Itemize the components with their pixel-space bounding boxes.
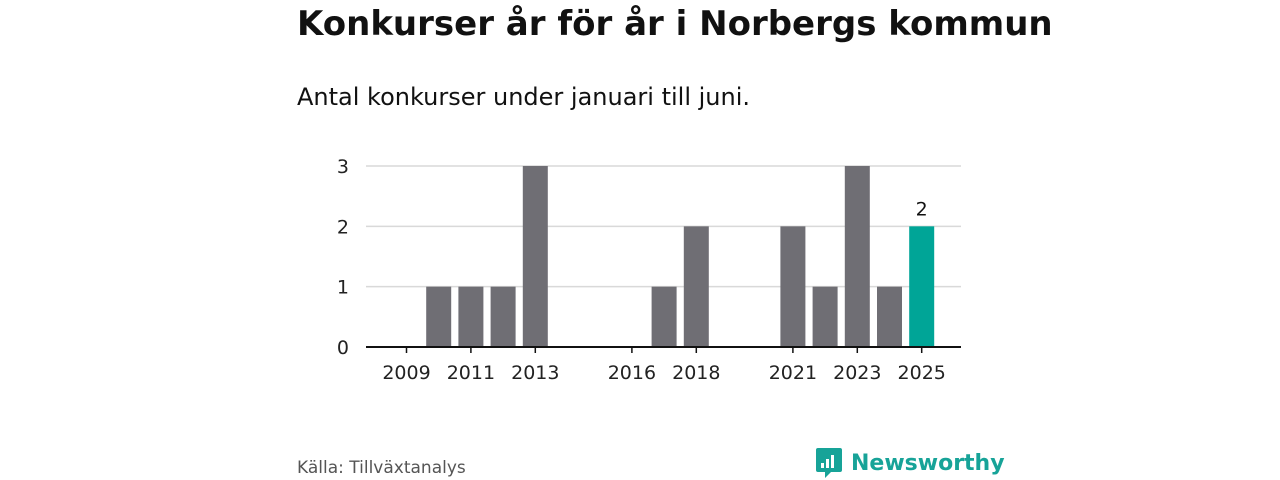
y-tick-label: 2: [337, 216, 349, 238]
y-tick-label: 0: [337, 337, 349, 359]
x-tick-label: 2016: [608, 362, 656, 384]
bar: [458, 286, 484, 347]
x-tick-label: 2009: [382, 362, 430, 384]
bar: [522, 166, 548, 347]
brand-name: Newsworthy: [851, 450, 1005, 476]
source-note: Källa: Tillväxtanalys: [297, 458, 466, 478]
bar: [490, 286, 516, 347]
bar: [909, 226, 935, 347]
bar: [426, 286, 452, 347]
x-tick-label: 2013: [511, 362, 559, 384]
brand-logo: Newsworthy: [815, 447, 1005, 479]
x-tick-label: 2018: [672, 362, 720, 384]
bar: [651, 286, 677, 347]
data-label: 2: [916, 198, 928, 220]
x-tick-label: 2025: [898, 362, 946, 384]
x-tick-label: 2023: [833, 362, 881, 384]
bar: [683, 226, 709, 347]
newsworthy-logo-icon: [816, 448, 842, 478]
bar: [780, 226, 806, 347]
bar-chart: 0 1 2 3 2 2009 2011 2013 2016 2018 2021 2023 2025: [337, 156, 961, 384]
chart-title: Konkurser år för år i Norbergs kommun: [297, 4, 1053, 44]
bar: [844, 166, 870, 347]
chart-subtitle: Antal konkurser under januari till juni.: [297, 83, 750, 111]
y-tick-label: 1: [337, 277, 349, 299]
bar: [877, 286, 902, 347]
x-tick-label: 2021: [769, 362, 817, 384]
x-tick-label: 2011: [447, 362, 495, 384]
bar: [812, 286, 838, 347]
y-tick-label: 3: [337, 156, 349, 178]
